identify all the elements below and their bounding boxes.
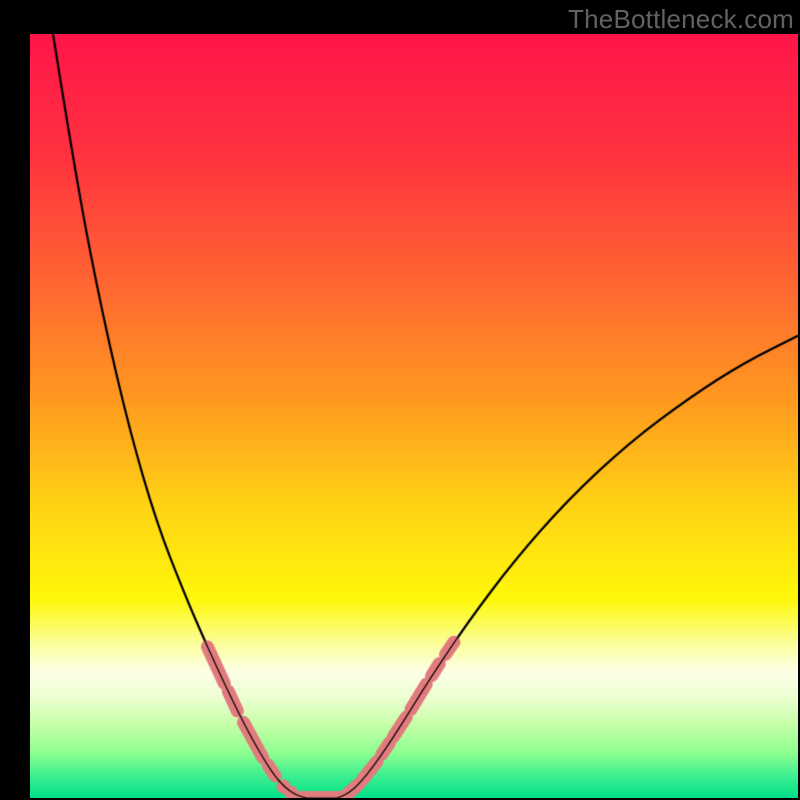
bottleneck-chart [30, 34, 798, 798]
chart-stage: TheBottleneck.com [0, 0, 800, 800]
watermark-label: TheBottleneck.com [568, 4, 794, 35]
plot-area [30, 34, 798, 798]
